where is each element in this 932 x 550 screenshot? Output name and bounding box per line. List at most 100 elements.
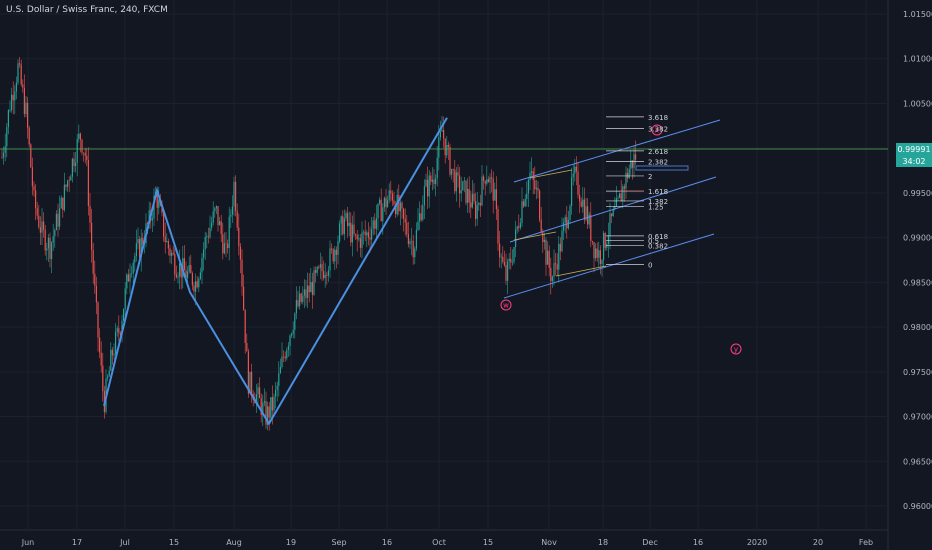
candle-body <box>227 243 229 249</box>
candle-body <box>127 274 129 282</box>
candle-body <box>318 267 320 268</box>
candle-body <box>52 236 54 243</box>
time-tick-label: Aug <box>226 538 242 547</box>
candle-body <box>289 335 291 346</box>
minor-trend <box>555 265 607 277</box>
candle-body <box>569 205 571 221</box>
candle-body <box>372 220 374 229</box>
time-tick-label: 2020 <box>747 538 767 547</box>
candle-body <box>622 186 624 202</box>
candle-body <box>11 94 13 111</box>
candle-body <box>348 222 350 227</box>
price-tick-label: 1.01500 <box>903 10 932 19</box>
wave-label-circle <box>730 343 742 355</box>
candle-body <box>35 190 37 209</box>
candle-body <box>300 293 302 302</box>
candle-body <box>51 242 53 259</box>
candle-body <box>585 206 587 220</box>
candle-body <box>262 402 264 416</box>
candle-body <box>62 197 64 211</box>
candle-body <box>371 228 373 240</box>
time-axis[interactable]: Jun 17 Jul 15 Aug 19 Sep 16 Oct 15 Nov 18 Dec 16 2020 2… <box>21 538 873 547</box>
candle-body <box>116 328 118 332</box>
zigzag-wave <box>103 117 448 426</box>
candle-body <box>587 206 589 225</box>
candle-body <box>230 214 232 217</box>
candle-body <box>115 331 117 354</box>
candle-body <box>246 342 248 352</box>
channel-middle <box>509 176 717 243</box>
candle-body <box>572 173 574 178</box>
candle-body <box>407 234 409 245</box>
price-axis[interactable]: 1.015001.010001.005001.000000.995000.990… <box>896 10 932 511</box>
current-price-label: 0.99991 <box>897 145 930 154</box>
candle-body <box>6 127 8 147</box>
candle-body <box>451 168 453 175</box>
candle-body <box>366 232 368 236</box>
candle-body <box>225 243 227 244</box>
candle-body <box>516 226 518 230</box>
candle-body <box>281 356 283 367</box>
candle-body <box>68 180 70 182</box>
candle-body <box>484 181 486 184</box>
candle-body <box>67 180 69 187</box>
wave-label-w: w <box>503 302 509 310</box>
candle-body <box>358 238 360 240</box>
candle-body <box>28 127 30 145</box>
candle-body <box>364 231 366 236</box>
wave-label-circle <box>651 124 663 136</box>
candle-body <box>60 197 62 209</box>
candle-body <box>71 158 73 177</box>
candle-body <box>414 248 416 258</box>
candle-body <box>417 221 419 230</box>
candle-body <box>462 181 464 191</box>
candle-body <box>515 229 517 248</box>
candle-body <box>420 213 422 220</box>
candle-body <box>409 241 411 245</box>
candle-body <box>627 172 629 179</box>
candles <box>1 56 637 431</box>
candle-body <box>337 241 339 255</box>
candle-body <box>467 189 469 203</box>
candle-body <box>583 199 585 220</box>
candle-body <box>179 263 181 277</box>
candle-body <box>623 186 625 189</box>
candle-body <box>454 169 456 192</box>
candle-body <box>241 259 243 287</box>
time-tick-label: 15 <box>483 538 493 547</box>
candle-body <box>455 172 457 192</box>
candle-body <box>388 190 390 200</box>
candle-body <box>524 198 526 207</box>
candle-body <box>609 213 611 237</box>
candle-body <box>257 387 259 395</box>
candle-body <box>540 219 542 232</box>
candle-body <box>571 177 573 206</box>
candle-body <box>167 241 169 249</box>
candle-body <box>625 172 627 189</box>
candle-body <box>345 212 347 219</box>
candle-body <box>457 172 459 176</box>
candle-body <box>95 285 97 303</box>
countdown-label: 34:02 <box>902 157 925 166</box>
candle-body <box>502 256 504 262</box>
candle-body <box>175 274 177 278</box>
candle-body <box>531 171 533 173</box>
candle-body <box>15 82 17 92</box>
time-tick-label: 15 <box>169 538 179 547</box>
candle-body <box>196 281 198 288</box>
candle-body <box>428 175 430 197</box>
candle-body <box>478 202 480 205</box>
candle-body <box>438 137 440 158</box>
candle-body <box>187 271 189 279</box>
candle-body <box>559 243 561 252</box>
drawings: w x y <box>0 117 888 426</box>
time-tick-label: Dec <box>642 538 657 547</box>
candle-body <box>247 351 249 394</box>
candle-body <box>135 243 137 257</box>
candle-body <box>324 274 326 279</box>
candle-body <box>615 198 617 207</box>
candle-body <box>619 193 621 198</box>
